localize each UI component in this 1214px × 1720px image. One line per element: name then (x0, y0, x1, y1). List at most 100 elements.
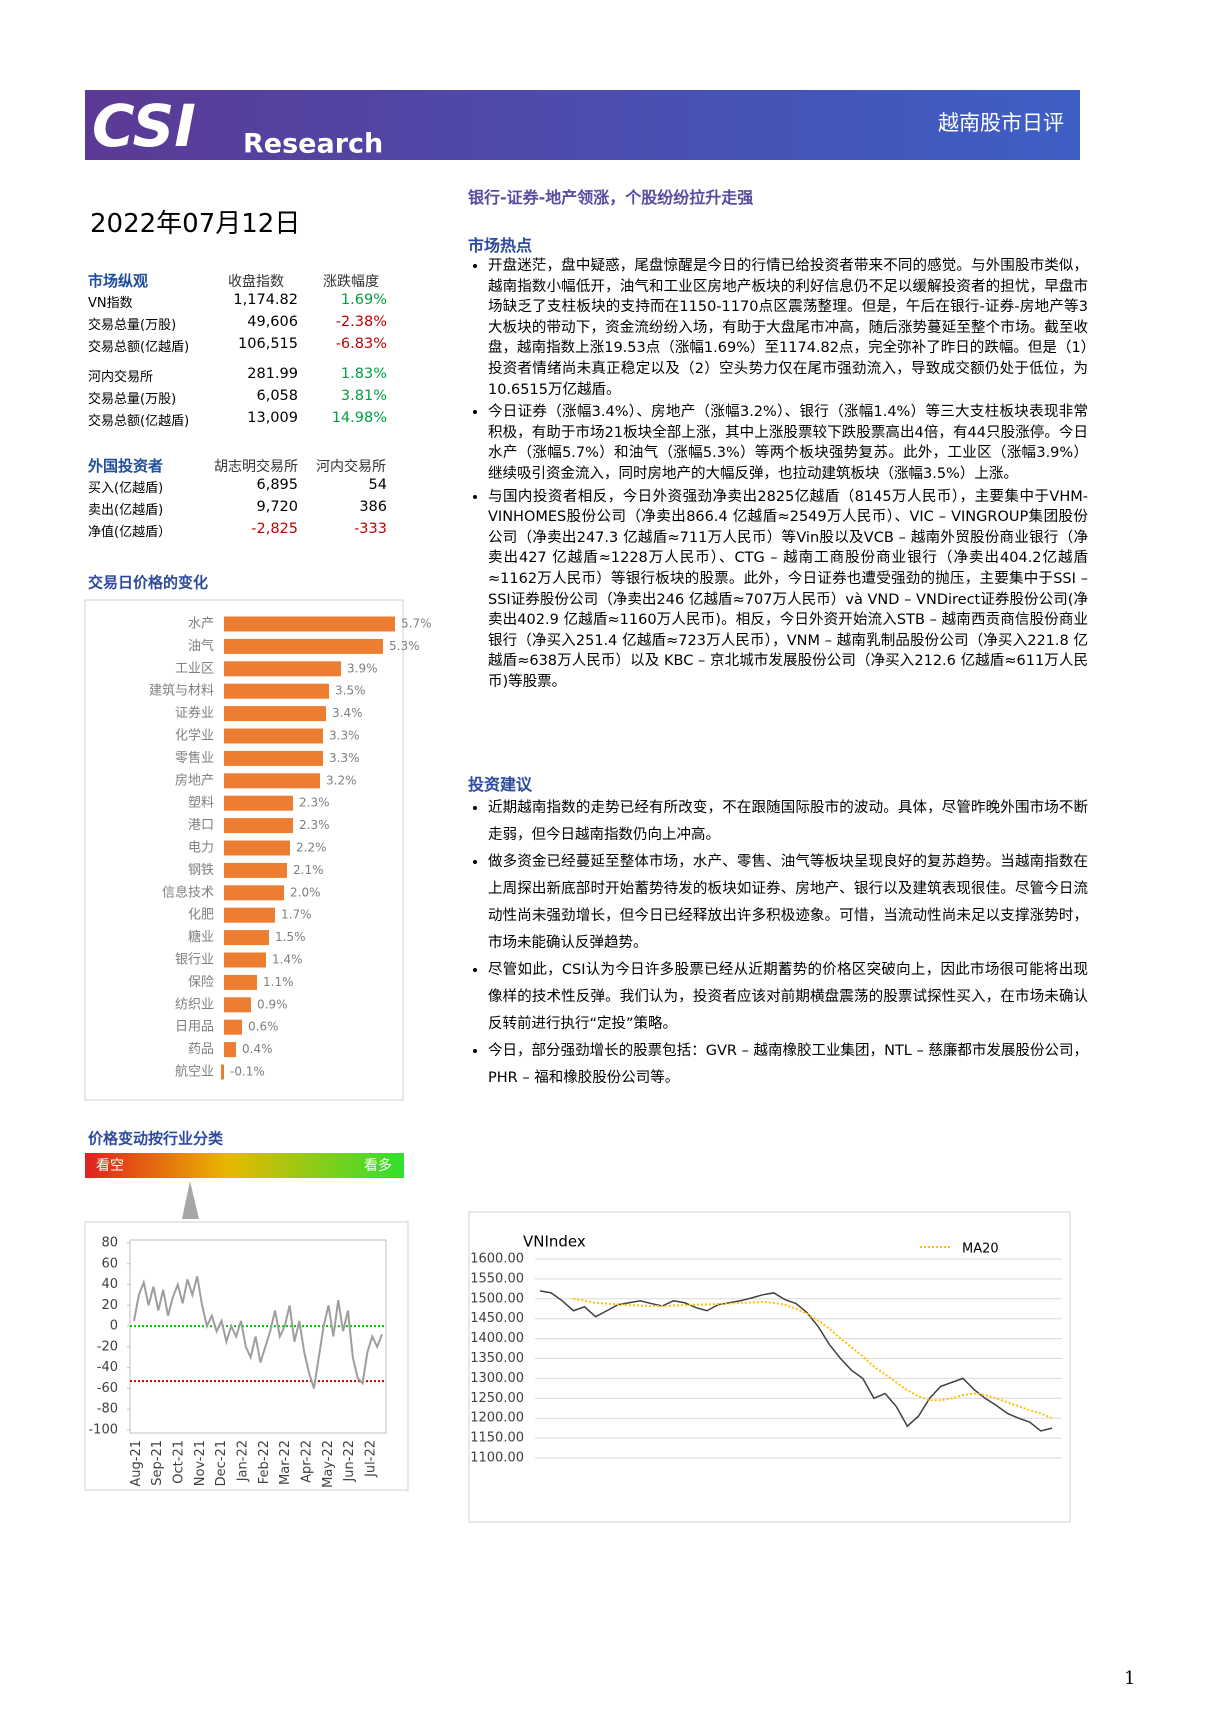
bar (224, 997, 251, 1013)
gauge-pointer (182, 1181, 199, 1219)
value-label: 2.3% (299, 796, 330, 810)
chart-title: 交易日价格的变化 (88, 574, 208, 592)
category-label: 糖业 (188, 929, 214, 945)
bullet: 开盘迷茫，盘中疑惑，尾盘惊醒是今日的行情已给投资者带来不同的感觉。与外围股市类似… (488, 256, 1088, 400)
x-tick-label: May-22 (321, 1440, 336, 1488)
y-tick-label: -100 (88, 1423, 118, 1438)
index-line (539, 1290, 1053, 1432)
value-label: 1.7% (281, 908, 312, 922)
gauge-title: 价格变动按行业分类 (88, 1130, 224, 1148)
bar (224, 661, 341, 677)
x-tick-label: Sep-21 (150, 1440, 165, 1486)
gauge-high: 看多 (364, 1157, 392, 1174)
value-label: -0.1% (230, 1065, 265, 1079)
header-band (85, 90, 1080, 160)
bar (224, 952, 266, 968)
y-tick-label: 0 (110, 1319, 118, 1334)
y-tick-label: 1550.00 (470, 1271, 524, 1286)
x-tick-label: Feb-22 (257, 1440, 272, 1484)
table-header: 市场纵观 (88, 272, 149, 290)
bar (224, 862, 287, 878)
y-tick-label: -20 (97, 1339, 118, 1354)
category-label: 油气 (188, 638, 214, 654)
value-label: 3.5% (335, 684, 366, 698)
category-label: 化学业 (175, 728, 214, 744)
value-label: 3.9% (347, 661, 378, 675)
category-label: 港口 (188, 818, 214, 833)
category-label: 纺织业 (175, 997, 214, 1012)
y-tick-label: -80 (97, 1402, 118, 1417)
chart-title: VNIndex (523, 1233, 586, 1251)
bullet-list: 开盘迷茫，盘中疑惑，尾盘惊醒是今日的行情已给投资者带来不同的感觉。与外围股市类似… (468, 256, 1088, 694)
table-header: 涨跌幅度 (323, 274, 379, 290)
bullet: 今日证券（涨幅3.4%）、房地产（涨幅3.2%）、银行（涨幅1.4%）等三大支柱… (488, 402, 1088, 484)
table-label: 交易总额(亿越盾) (88, 340, 190, 355)
bar (224, 1042, 236, 1058)
table-value: -6.83% (335, 336, 387, 352)
y-tick-label: -60 (97, 1381, 118, 1396)
table-value: 1.83% (340, 366, 387, 382)
table-value: 54 (368, 477, 387, 493)
x-tick-label: Dec-21 (214, 1440, 229, 1486)
x-tick-label: Oct-21 (172, 1440, 187, 1484)
bar (224, 728, 323, 744)
y-tick-label: 1500.00 (470, 1291, 524, 1306)
table-value: 9,720 (256, 499, 298, 515)
osc-frame (84, 1221, 409, 1491)
y-tick-label: 1450.00 (470, 1311, 524, 1326)
legend-label: MA20 (962, 1242, 999, 1257)
bullet: 做多资金已经蔓延至整体市场，水产、零售、油气等板块呈现良好的复苏趋势。当越南指数… (488, 849, 1088, 957)
table-label: 交易总额(亿越盾) (88, 414, 190, 429)
table-value: 6,895 (256, 477, 298, 493)
y-tick-label: 80 (101, 1236, 118, 1251)
gauge-bar (85, 1153, 404, 1178)
category-label: 工业区 (175, 661, 214, 676)
bar (224, 907, 275, 923)
bar (224, 706, 326, 722)
y-tick-label: 1350.00 (470, 1351, 524, 1366)
bullet: 与国内投资者相反，今日外资强劲净卖出2825亿越盾（8145万人民币），主要集中… (488, 487, 1088, 693)
table-value: 3.81% (340, 388, 387, 404)
category-label: 建筑与材料 (149, 683, 214, 699)
bar (224, 683, 329, 699)
category-label: 航空业 (175, 1064, 214, 1080)
x-tick-label: Mar-22 (278, 1440, 293, 1485)
y-tick-label: 1100.00 (470, 1451, 524, 1466)
section-title: 投资建议 (468, 775, 533, 794)
category-label: 银行业 (175, 953, 214, 968)
ma-line (573, 1297, 1053, 1420)
brand: Research (243, 129, 383, 160)
vn-frame (468, 1211, 1071, 1523)
table-value: 1,174.82 (233, 292, 298, 308)
table-value: 14.98% (331, 410, 387, 426)
x-tick-label: Jul-22 (364, 1440, 379, 1478)
category-label: 钢铁 (188, 863, 214, 878)
bar (224, 974, 257, 990)
line (133, 1275, 383, 1389)
table-header: 胡志明交易所 (214, 459, 298, 475)
category-label: 电力 (188, 841, 214, 856)
category-label: 药品 (188, 1042, 214, 1057)
value-label: 2.3% (299, 818, 330, 832)
header-title: 越南股市日评 (938, 111, 1064, 135)
table-value: 281.99 (247, 366, 298, 382)
y-tick-label: 40 (101, 1277, 118, 1292)
gauge-low: 看空 (96, 1158, 124, 1174)
value-label: 1.4% (272, 953, 303, 967)
bar (224, 1019, 242, 1035)
value-label: 0.9% (257, 997, 288, 1011)
bar-frame (84, 599, 404, 1101)
table-value: 49,606 (247, 314, 298, 330)
category-label: 信息技术 (162, 884, 214, 900)
table-value: -2,825 (251, 521, 298, 537)
value-label: 1.5% (275, 930, 306, 944)
bullet: 近期越南指数的走势已经有所改变，不在跟随国际股市的波动。具体，尽管昨晚外围市场不… (488, 795, 1088, 849)
section-title: 市场热点 (468, 236, 533, 255)
bar (224, 795, 293, 811)
table-header: 河内交易所 (316, 459, 386, 475)
table-label: VN指数 (88, 296, 133, 311)
category-label: 证券业 (175, 705, 214, 721)
value-label: 3.2% (326, 773, 357, 787)
